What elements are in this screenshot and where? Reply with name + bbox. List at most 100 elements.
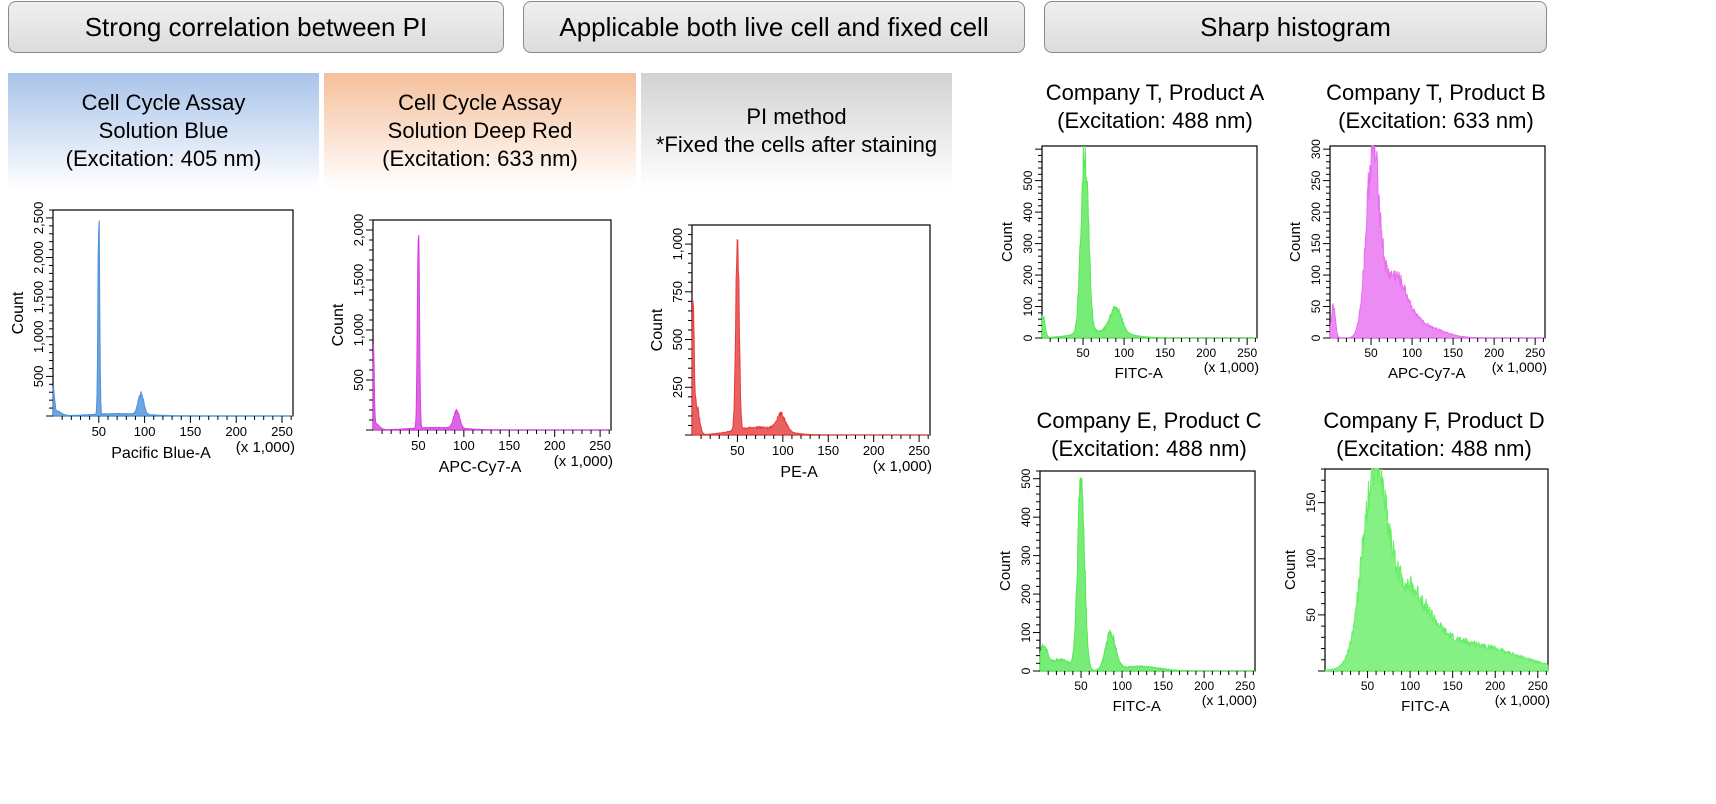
title-product-d: Company F, Product D (Excitation: 488 nm… (1289, 407, 1579, 463)
histogram-series (1041, 145, 1257, 339)
x-tick-label: 150 (1443, 679, 1463, 693)
y-tick-label: 100 (1019, 622, 1033, 642)
title-line: (Excitation: 488 nm) (1057, 108, 1253, 133)
header-line: (Excitation: 633 nm) (382, 146, 578, 171)
y-tick-label: 500 (351, 369, 366, 391)
x-axis-label: FITC-A (1113, 698, 1161, 715)
y-axis-label: Count (1282, 549, 1299, 590)
x-axis-label: APC-Cy7-A (439, 459, 522, 476)
y-tick-label: 50 (1309, 300, 1323, 314)
plot-frame (691, 224, 931, 436)
y-tick-label: 100 (1304, 548, 1318, 568)
x-tick-label: 50 (1074, 679, 1088, 693)
title-line: (Excitation: 488 nm) (1336, 436, 1532, 461)
x-tick-label: 250 (1237, 346, 1257, 360)
title-line: (Excitation: 488 nm) (1051, 436, 1247, 461)
title-product-b: Company T, Product B (Excitation: 633 nm… (1291, 79, 1581, 135)
y-tick-label: 1,000 (31, 320, 46, 353)
x-tick-label: 50 (92, 424, 106, 439)
x-tick-label: 200 (863, 443, 885, 458)
y-axis-label: Count (330, 303, 347, 346)
y-tick-label: 1,000 (670, 228, 685, 261)
histogram-series (52, 220, 293, 417)
y-tick-label: 300 (1021, 233, 1035, 253)
y-tick-label: 250 (1309, 170, 1323, 190)
x-tick-label: 250 (1235, 679, 1255, 693)
histogram-product-d: 50 100 150 200 250 50 100 150 FITC-A (x 1,000) Cou… (1282, 468, 1550, 715)
header-line: Cell Cycle Assay (398, 90, 562, 115)
y-tick-label: 400 (1019, 507, 1033, 527)
title-line: Company T, Product B (1326, 80, 1546, 105)
x-tick-label: 200 (225, 424, 247, 439)
x-axis-unit: (x 1,000) (1202, 692, 1257, 708)
x-tick-label: 200 (1485, 679, 1505, 693)
header-solution-blue: Cell Cycle Assay Solution Blue (Excitati… (8, 73, 319, 189)
histogram-product-c: 50 100 150 200 250 0 100 200 300 400 500 FITC-A (x 1… (997, 468, 1257, 715)
y-tick-label: 500 (31, 366, 46, 388)
x-tick-label: 250 (1528, 679, 1548, 693)
histogram-series (372, 234, 611, 431)
histogram-pacific-blue: 50 100 150 200 250 500 1,000 1,500 2,000 2,500 Pac… (10, 202, 295, 462)
y-tick-label: 750 (670, 281, 685, 303)
histogram-series (1039, 477, 1255, 672)
x-tick-label: 100 (1402, 346, 1422, 360)
y-tick-label: 250 (670, 376, 685, 398)
histogram-pe-pi: 50 100 150 200 250 250 500 750 1,000 PE-A (x 1,000… (649, 224, 932, 481)
x-axis-label: PE-A (780, 464, 818, 481)
y-axis-label: Count (1287, 221, 1304, 262)
histogram-series (691, 238, 930, 436)
header-pi-method: PI method *Fixed the cells after stainin… (641, 73, 952, 189)
y-tick-label: 100 (1021, 296, 1035, 316)
x-tick-label: 150 (1153, 679, 1173, 693)
x-tick-label: 50 (411, 438, 425, 453)
x-tick-label: 50 (1361, 679, 1375, 693)
y-tick-label: 500 (1021, 170, 1035, 190)
histogram-series (1324, 468, 1549, 672)
y-axis-label: Count (649, 308, 666, 351)
y-tick-label: 500 (670, 329, 685, 351)
x-axis-unit: (x 1,000) (873, 458, 932, 475)
y-tick-label: 1,500 (351, 264, 366, 297)
plot-frame (372, 219, 612, 431)
header-line: Solution Blue (98, 118, 229, 143)
x-tick-label: 150 (498, 438, 520, 453)
histogram-series (1329, 145, 1545, 339)
x-tick-label: 50 (1076, 346, 1090, 360)
x-axis-label: Pacific Blue-A (111, 445, 211, 462)
y-axis-label: Count (997, 550, 1014, 591)
x-tick-label: 250 (589, 438, 611, 453)
x-tick-label: 100 (1400, 679, 1420, 693)
title-line: Company F, Product D (1323, 408, 1545, 433)
x-tick-label: 100 (1112, 679, 1132, 693)
banner-sharp: Sharp histogram (1044, 1, 1547, 53)
histogram-apc-cy7-deep-red: 50 100 150 200 250 500 1,000 1,500 2,000 APC-Cy7-… (330, 214, 613, 476)
x-tick-label: 100 (772, 443, 794, 458)
x-axis-label: FITC-A (1401, 698, 1449, 715)
x-tick-label: 200 (544, 438, 566, 453)
x-tick-label: 200 (1194, 679, 1214, 693)
x-tick-label: 50 (1364, 346, 1378, 360)
header-line: (Excitation: 405 nm) (65, 146, 262, 171)
x-tick-label: 100 (134, 424, 156, 439)
y-tick-label: 500 (1019, 468, 1033, 488)
x-axis-label: APC-Cy7-A (1388, 365, 1466, 382)
x-tick-label: 150 (817, 443, 839, 458)
x-tick-label: 200 (1484, 346, 1504, 360)
title-line: Company E, Product C (1036, 408, 1262, 433)
y-tick-label: 1,000 (351, 314, 366, 347)
header-line: Cell Cycle Assay (81, 90, 246, 115)
header-line: Solution Deep Red (387, 118, 573, 143)
y-tick-label: 300 (1019, 545, 1033, 565)
x-tick-label: 50 (730, 443, 744, 458)
x-axis-unit: (x 1,000) (1492, 359, 1547, 375)
plot-frame (1041, 145, 1258, 339)
header-line: PI method (746, 104, 847, 129)
x-axis-label: FITC-A (1115, 365, 1163, 382)
y-tick-label: 2,000 (31, 241, 46, 274)
y-tick-label: 1,500 (31, 281, 46, 314)
y-tick-label: 50 (1304, 608, 1318, 622)
plot-frame (1039, 470, 1256, 672)
x-tick-label: 100 (1114, 346, 1134, 360)
banner-applicable: Applicable both live cell and fixed cell (523, 1, 1025, 53)
banner-correlation-label: Strong correlation between PI (84, 11, 428, 42)
